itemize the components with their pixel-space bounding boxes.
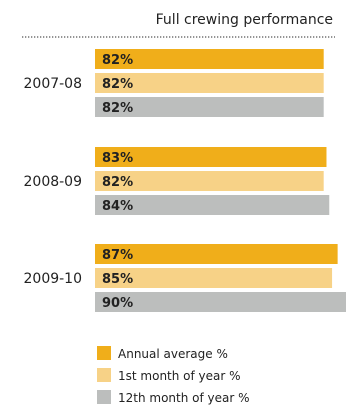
bar-value-label-2009-10-series-1: 87%	[102, 248, 133, 263]
bar-value-label-2008-09-series-2: 82%	[102, 175, 133, 190]
bar-2008-09-series-1	[95, 147, 327, 167]
plot-area: 2007-08 82% 82% 82% 2008-09 83% 82% 84% 2009-10 8…	[24, 49, 346, 312]
bar-value-label-2007-08-series-1: 82%	[102, 53, 133, 68]
legend-label-1: Annual average %	[118, 347, 228, 361]
bar-value-label-2008-09-series-1: 83%	[102, 151, 133, 166]
bar-value-label-2009-10-series-3: 90%	[102, 296, 133, 311]
bar-2009-10-series-3	[95, 292, 346, 312]
category-label-2009-10: 2009-10	[24, 271, 83, 287]
category-label-2007-08: 2007-08	[24, 76, 83, 92]
chart-title: Full crewing performance	[156, 12, 333, 28]
bar-value-label-2008-09-series-3: 84%	[102, 199, 133, 214]
bar-value-label-2007-08-series-2: 82%	[102, 77, 133, 92]
legend-label-3: 12th month of year %	[118, 391, 250, 405]
bar-2007-08-series-1	[95, 49, 324, 69]
legend: Annual average % 1st month of year % 12th …	[97, 346, 250, 405]
bar-2007-08-series-3	[95, 97, 324, 117]
bar-value-label-2009-10-series-2: 85%	[102, 272, 133, 287]
bar-2009-10-series-1	[95, 244, 338, 264]
bar-2008-09-series-2	[95, 171, 324, 191]
category-label-2008-09: 2008-09	[24, 174, 83, 190]
legend-swatch-2	[97, 368, 111, 382]
bar-2007-08-series-2	[95, 73, 324, 93]
legend-label-2: 1st month of year %	[118, 369, 241, 383]
bar-value-label-2007-08-series-3: 82%	[102, 101, 133, 116]
bar-2008-09-series-3	[95, 195, 330, 215]
legend-swatch-1	[97, 346, 111, 360]
bar-2009-10-series-2	[95, 268, 333, 288]
legend-swatch-3	[97, 390, 111, 404]
